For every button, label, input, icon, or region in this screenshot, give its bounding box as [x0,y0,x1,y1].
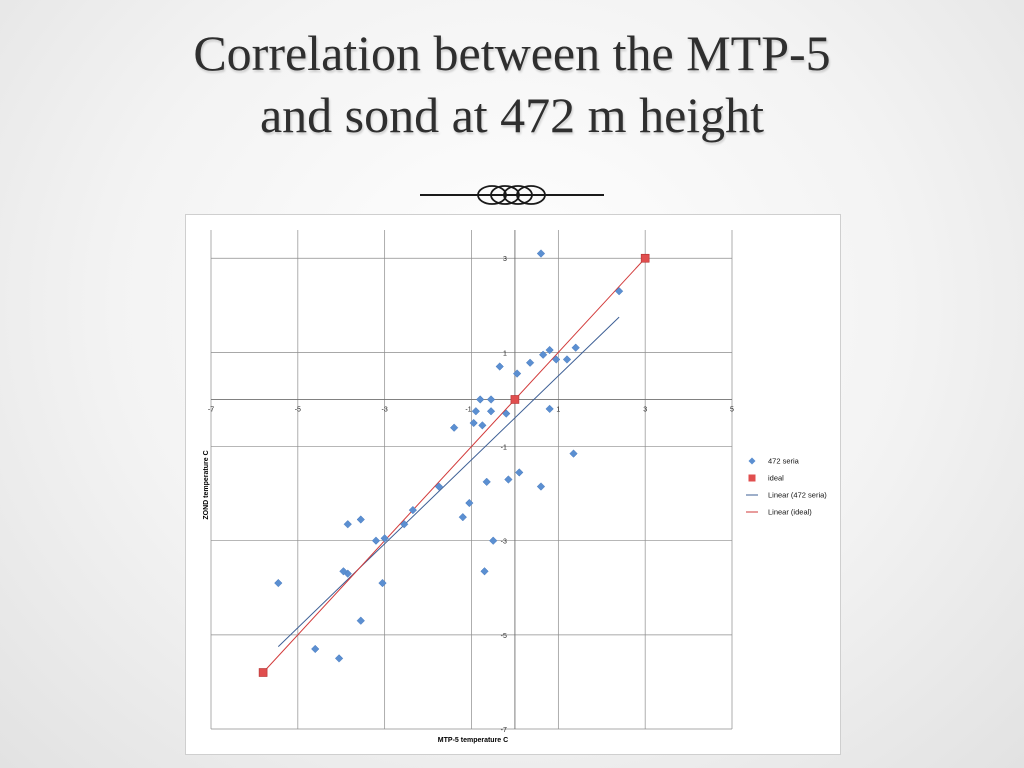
data-point-472-seria [343,520,352,529]
x-tick-label: -5 [295,406,301,413]
y-tick-label: -1 [501,445,507,452]
data-point-472-seria [378,578,387,588]
data-point-472-seria [571,343,580,352]
data-point-472-seria [434,482,444,491]
trendlines [262,257,646,673]
data-point-472-seria [486,407,496,416]
scatter-chart: -7 -5 -3 1 3 5 -7 -5 -3 -1 1 3 -1 MTP-5 temperature … [203,230,827,744]
y-tick-label: 1 [503,350,507,357]
trendline [277,316,620,647]
x-tick-label: -3 [382,406,388,413]
data-point-472-seria [274,578,283,588]
data-point-ideal [510,395,520,404]
data-point-472-seria [471,407,480,416]
legend: 472 seria ideal Linear (472 seria) Linear (… [746,457,827,517]
x-tick-label: 1 [556,406,560,413]
y-tick-label: 3 [503,256,507,263]
data-point-472-seria [408,505,418,515]
x-tick-label: 3 [643,406,647,413]
data-point-472-seria [480,567,489,576]
data-point-472-seria [489,536,498,545]
legend-marker [748,457,756,465]
slide-title-line-2: and sond at 472 m height [259,87,765,143]
data-point-472-seria [512,369,522,378]
data-point-472-seria [569,449,578,458]
data-point-472-seria [311,644,320,654]
data-point-472-seria [536,249,546,258]
data-point-472-seria [465,498,474,508]
legend-label: ideal [768,474,784,483]
x-axis-title: MTP-5 temperature C [438,737,508,744]
data-point-472-seria [449,423,459,432]
chart-area: -7 -5 -3 1 3 5 -7 -5 -3 -1 1 3 -1 MTP-5 temperature … [185,214,841,755]
data-point-472-seria [495,362,504,371]
legend-label: Linear (472 seria) [768,491,827,500]
data-point-472-seria [334,654,344,663]
data-point-472-seria [614,287,624,296]
data-point-472-seria [502,409,511,418]
trendline [262,257,646,673]
data-point-472-seria [545,404,554,414]
slide-title: Correlation between the MTP-5 and sond a… [62,22,962,146]
slide-title-line-1: Correlation between the MTP-5 [193,25,831,81]
y-tick-label: -3 [501,539,507,546]
data-point-472-seria [356,515,365,524]
data-point-472-seria [476,395,485,404]
y-tick-label: -5 [501,633,507,640]
data-point-472-seria [504,475,513,484]
data-point-472-seria [525,358,535,367]
data-point-472-seria [380,534,389,543]
data-point-472-seria [562,355,572,364]
data-point-472-seria [486,395,496,404]
data-points [258,249,650,677]
title-ornament-flourish [420,185,604,205]
gridlines [210,230,733,730]
data-point-472-seria [339,567,348,576]
data-point-472-seria [371,536,381,545]
data-point-472-seria [545,345,554,355]
data-point-472-seria [356,616,365,625]
legend-label: 472 seria [768,457,800,466]
data-point-472-seria [478,421,487,430]
x-tick-label: 5 [730,406,734,413]
data-point-ideal [640,253,650,263]
x-tick-label: -7 [208,406,214,413]
data-point-472-seria [400,520,409,529]
data-point-472-seria [536,482,546,491]
legend-marker [748,474,756,482]
y-tick-label: -7 [501,727,507,734]
data-point-472-seria [538,350,548,359]
data-point-472-seria [458,513,467,522]
x-tick-label: -1 [465,406,471,413]
axes: -7 -5 -3 1 3 5 -7 -5 -3 -1 1 3 -1 [208,230,734,734]
data-point-472-seria [482,477,491,487]
data-point-472-seria [552,355,561,364]
data-point-472-seria [515,468,524,477]
y-axis-title: ZOND temperature C [203,450,210,519]
data-point-472-seria [469,418,478,428]
legend-label: Linear (ideal) [768,508,812,517]
data-point-ideal [258,668,268,677]
